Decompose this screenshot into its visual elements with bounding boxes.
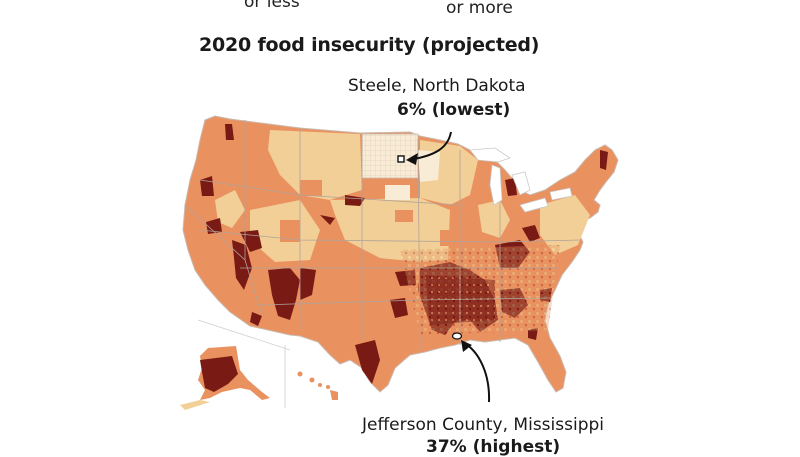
lowest-callout-place: Steele, North Dakota [348, 76, 526, 96]
inset-dividers [197, 319, 291, 408]
north-dakota-region [361, 133, 419, 179]
lowest-tier-patches [418, 150, 440, 182]
highest-callout-place: Jefferson County, Mississippi [362, 415, 604, 435]
lowest-callout-value: 6% (lowest) [397, 100, 511, 120]
highest-arrowhead [461, 340, 472, 352]
hawaii-inset [297, 371, 338, 400]
lowest-tier-patches [385, 185, 410, 200]
alaska-inset [180, 346, 270, 410]
jefferson-marker [451, 332, 463, 340]
legend-low-label: or less [244, 0, 300, 12]
state-borders [184, 120, 581, 351]
mid-tier-patches [230, 150, 454, 246]
steele-marker [397, 155, 405, 163]
great-lakes [469, 147, 573, 213]
highest-arrow [462, 341, 491, 403]
legend-high-label: or more [446, 0, 513, 18]
lowest-arrowhead [406, 153, 418, 165]
map-title: 2020 food insecurity (projected) [199, 34, 540, 56]
